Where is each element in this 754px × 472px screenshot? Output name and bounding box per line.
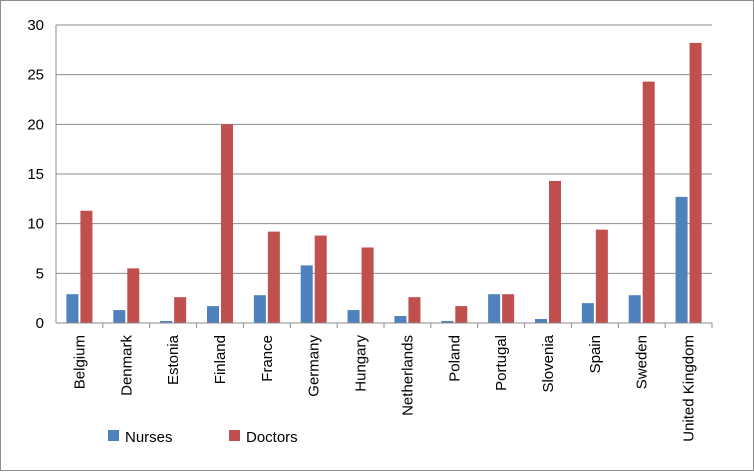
x-category-label: Slovenia <box>540 334 557 392</box>
x-category-label: Belgium <box>71 335 88 389</box>
bar-nurses-united-kingdom <box>675 196 688 323</box>
y-tick-label: 20 <box>27 116 44 133</box>
bar-doctors-sweden <box>642 81 655 324</box>
legend-swatch-doctors <box>229 430 240 441</box>
legend: Nurses Doctors <box>108 429 298 446</box>
bar-doctors-finland <box>221 124 233 323</box>
bar-doctors-spain <box>595 229 608 323</box>
x-category-label: Spain <box>587 335 604 373</box>
bar-nurses-spain <box>581 303 594 323</box>
y-axis-tick-labels: 0 5 10 15 20 25 30 <box>27 17 44 332</box>
legend-label-nurses: Nurses <box>125 429 173 446</box>
y-tick-label: 0 <box>36 315 44 332</box>
bar-doctors-united-kingdom <box>689 42 702 323</box>
bar-doctors-belgium <box>80 210 93 323</box>
bar-nurses-netherlands <box>394 316 407 323</box>
bar-doctors-estonia <box>174 297 187 323</box>
bar-nurses-poland <box>441 321 454 323</box>
bar-nurses-slovenia <box>535 319 547 323</box>
bar-doctors-portugal <box>502 294 515 323</box>
bar-nurses-sweden <box>628 295 641 323</box>
bar-doctors-slovenia <box>549 180 561 323</box>
bar-doctors-netherlands <box>408 297 421 323</box>
y-tick-label: 10 <box>27 216 44 233</box>
x-category-label: Finland <box>212 335 229 384</box>
x-category-label: Poland <box>446 335 463 382</box>
y-tick-label: 25 <box>27 67 44 84</box>
x-category-label: Denmark <box>118 335 135 396</box>
gridlines <box>56 24 712 324</box>
bar-nurses-france <box>253 295 266 323</box>
bar-doctors-denmark <box>127 268 140 323</box>
x-category-label: Estonia <box>165 334 182 385</box>
y-tick-label: 15 <box>27 166 44 183</box>
x-axis-category-labels: Belgium Denmark Estonia Finland France German… <box>71 334 697 441</box>
x-category-label: Netherlands <box>399 335 416 416</box>
x-category-label: Hungary <box>353 335 370 392</box>
axes <box>55 25 713 328</box>
x-category-label: Portugal <box>493 335 510 391</box>
bar-nurses-finland <box>207 306 219 323</box>
x-category-label: Germany <box>306 335 323 397</box>
bar-doctors-hungary <box>361 247 374 323</box>
bar-nurses-estonia <box>160 321 173 323</box>
legend-label-doctors: Doctors <box>246 429 298 446</box>
bar-doctors-poland <box>455 306 468 323</box>
bar-nurses-germany <box>300 265 313 323</box>
bar-doctors-germany <box>314 235 327 323</box>
legend-swatch-nurses <box>108 430 119 441</box>
bar-nurses-portugal <box>488 294 501 323</box>
x-category-label: Sweden <box>634 335 651 389</box>
bar-nurses-denmark <box>113 310 126 323</box>
bar-nurses-hungary <box>347 310 360 323</box>
y-tick-label: 5 <box>36 265 44 282</box>
x-category-label: France <box>259 335 276 382</box>
x-category-label: United Kingdom <box>681 335 698 442</box>
bars <box>66 42 702 324</box>
bar-nurses-belgium <box>66 294 79 323</box>
bar-doctors-france <box>267 231 280 323</box>
y-tick-label: 30 <box>27 17 44 34</box>
